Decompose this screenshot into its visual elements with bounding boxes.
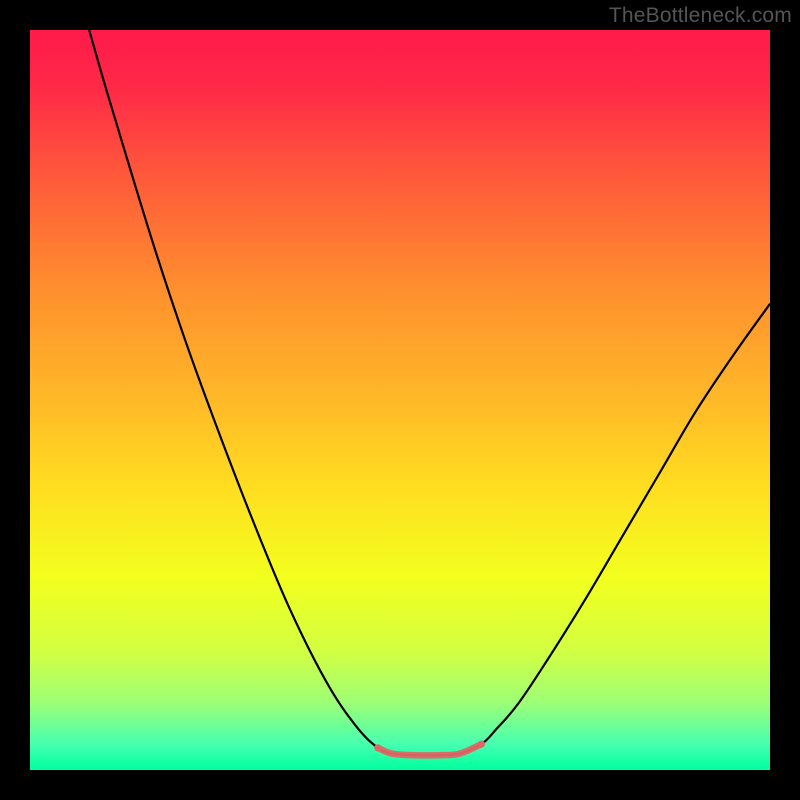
- plot-area: [30, 30, 770, 770]
- watermark-text: TheBottleneck.com: [609, 4, 792, 28]
- bottleneck-curve-chart: [30, 30, 770, 770]
- highlight-end-marker: [374, 744, 381, 751]
- gradient-background: [30, 30, 770, 770]
- chart-frame: TheBottleneck.com: [0, 0, 800, 800]
- highlight-end-marker: [478, 741, 485, 748]
